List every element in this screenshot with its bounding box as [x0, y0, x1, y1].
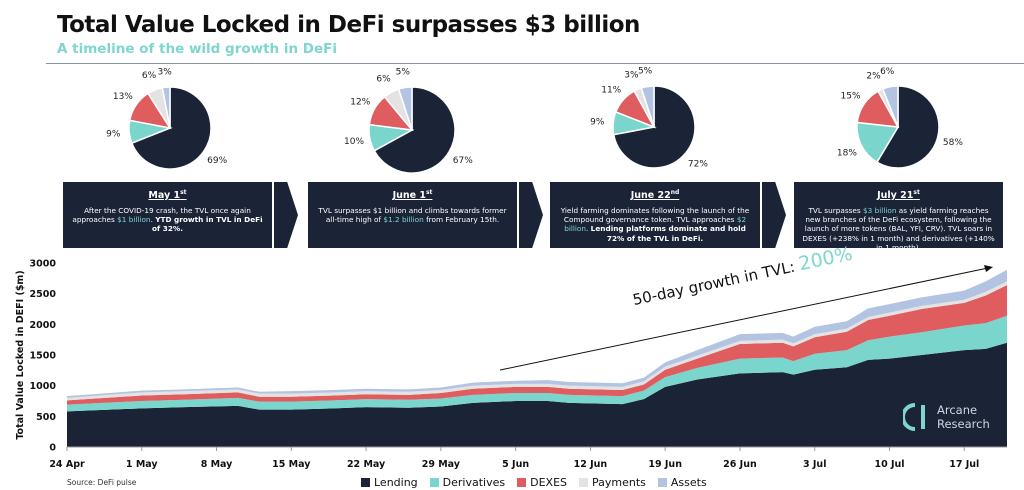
pie-label: 3%: [157, 67, 172, 77]
x-tick-label: 10 Jul: [874, 459, 904, 470]
y-tick-label: 3000: [30, 259, 57, 270]
legend: Lending Derivatives DEXES Payments Assets: [361, 476, 707, 489]
x-tick-label: 5 Jun: [502, 459, 529, 470]
legend-swatch: [579, 478, 589, 487]
pie-label: 11%: [601, 85, 621, 95]
pie-label: 12%: [350, 98, 370, 108]
x-tick-label: 17 Jul: [949, 459, 979, 470]
pie-label: 10%: [344, 137, 364, 147]
y-tick-label: 0: [49, 443, 56, 454]
timeline-date: May 1st: [148, 189, 187, 202]
x-tick-label: 12 Jun: [574, 459, 608, 470]
x-tick-label: 24 Apr: [49, 459, 85, 470]
pie-label: 3%: [624, 71, 639, 81]
pie-label: 72%: [688, 159, 708, 169]
page-title: Total Value Locked in DeFi surpasses $3 …: [57, 12, 640, 38]
y-tick-label: 1000: [30, 381, 57, 392]
page-subtitle: A timeline of the wild growth in DeFi: [57, 41, 338, 57]
arcane-research-logo: Arcane Research: [903, 402, 990, 432]
area-dexes: [67, 285, 1007, 405]
pie-label: 6%: [142, 71, 157, 81]
x-tick-label: 1 May: [126, 459, 158, 470]
legend-item-payments: Payments: [579, 476, 646, 489]
x-tick-label: 29 May: [422, 459, 461, 470]
legend-label: Lending: [374, 476, 418, 489]
pie-label: 18%: [837, 148, 857, 158]
y-tick-label: 2500: [30, 289, 57, 300]
timeline-text: TVL surpasses $1 billion and climbs towa…: [318, 205, 507, 224]
pie-slice-assets: [397, 86, 413, 131]
pie-label: 9%: [106, 129, 121, 139]
timeline-text: Yield farming dominates following the la…: [560, 205, 750, 243]
pie-slice-assets: [161, 86, 171, 129]
legend-label: Derivatives: [442, 476, 506, 489]
legend-swatch: [429, 478, 439, 487]
y-axis-label: Total Value Locked in DEFI ($m): [15, 270, 26, 439]
legend-item-assets: Assets: [657, 476, 707, 489]
legend-swatch: [657, 478, 667, 487]
timeline-date: June 1st: [392, 189, 433, 202]
x-tick-label: 3 Jul: [803, 459, 826, 470]
x-tick-label: 26 Jun: [723, 459, 757, 470]
pie-label: 69%: [207, 156, 227, 166]
y-tick-label: 2000: [30, 320, 57, 331]
timeline-box-july-21: July 21st TVL surpasses $3 billion as yi…: [794, 182, 1003, 252]
logo-icon: [903, 403, 925, 431]
x-tick-label: 15 May: [272, 459, 311, 470]
y-tick-label: 1500: [30, 351, 57, 362]
pie-slice-assets: [640, 85, 655, 128]
x-tick-label: 22 May: [347, 459, 386, 470]
growth-arrow: [499, 267, 989, 371]
pie-label: 2%: [866, 72, 881, 82]
pie-slice-derivatives: [856, 121, 900, 164]
pie-slice-lending: [373, 86, 456, 174]
legend-swatch: [361, 478, 370, 487]
y-tick-label: 500: [36, 412, 56, 423]
legend-label: Assets: [670, 476, 707, 489]
pie-label: 15%: [841, 91, 861, 101]
pie-label: 58%: [943, 138, 963, 148]
x-tick-label: 19 Jun: [648, 459, 682, 470]
timeline-box-june-1: June 1st TVL surpasses $1 billion and cl…: [308, 182, 517, 248]
pie-slice-lending: [875, 85, 940, 169]
timeline-text: After the COVID-19 crash, the TVL once a…: [72, 205, 263, 234]
pie-label: 67%: [453, 156, 473, 166]
legend-label: Payments: [592, 476, 646, 489]
pie-charts: 69%9%13%6% 3%67%10%12%6%5%72%9%11%3% 5%58%…: [106, 67, 963, 174]
pie-label: 13%: [113, 92, 133, 102]
legend-label: DEXES: [530, 476, 568, 489]
pie-slice-assets: [881, 85, 899, 128]
title-divider: [46, 63, 1024, 64]
legend-item-lending: Lending: [361, 476, 418, 489]
timeline-date: June 22nd: [630, 189, 680, 202]
arrow-head-icon: [984, 265, 993, 272]
pie-label: 5%: [638, 67, 653, 77]
pie-label: 6%: [376, 74, 391, 84]
source-note: Source: DeFi pulse: [67, 478, 137, 487]
legend-swatch: [517, 478, 527, 487]
timeline-text: TVL surpasses $3 billion as yield farmin…: [802, 205, 995, 253]
timeline-box-may-1: May 1st After the COVID-19 crash, the TV…: [63, 182, 272, 248]
pie-label: 9%: [590, 118, 605, 128]
pie-label: 5%: [396, 68, 411, 78]
legend-item-derivatives: Derivatives: [429, 476, 506, 489]
timeline-date: July 21st: [877, 189, 920, 202]
area-derivatives: [67, 315, 1007, 412]
pie-label: 6%: [880, 67, 895, 77]
x-tick-label: 8 May: [201, 459, 233, 470]
timeline-box-june-22: June 22nd Yield farming dominates follow…: [550, 182, 760, 248]
area-lending: [67, 342, 1007, 447]
legend-item-dexes: DEXES: [517, 476, 567, 489]
